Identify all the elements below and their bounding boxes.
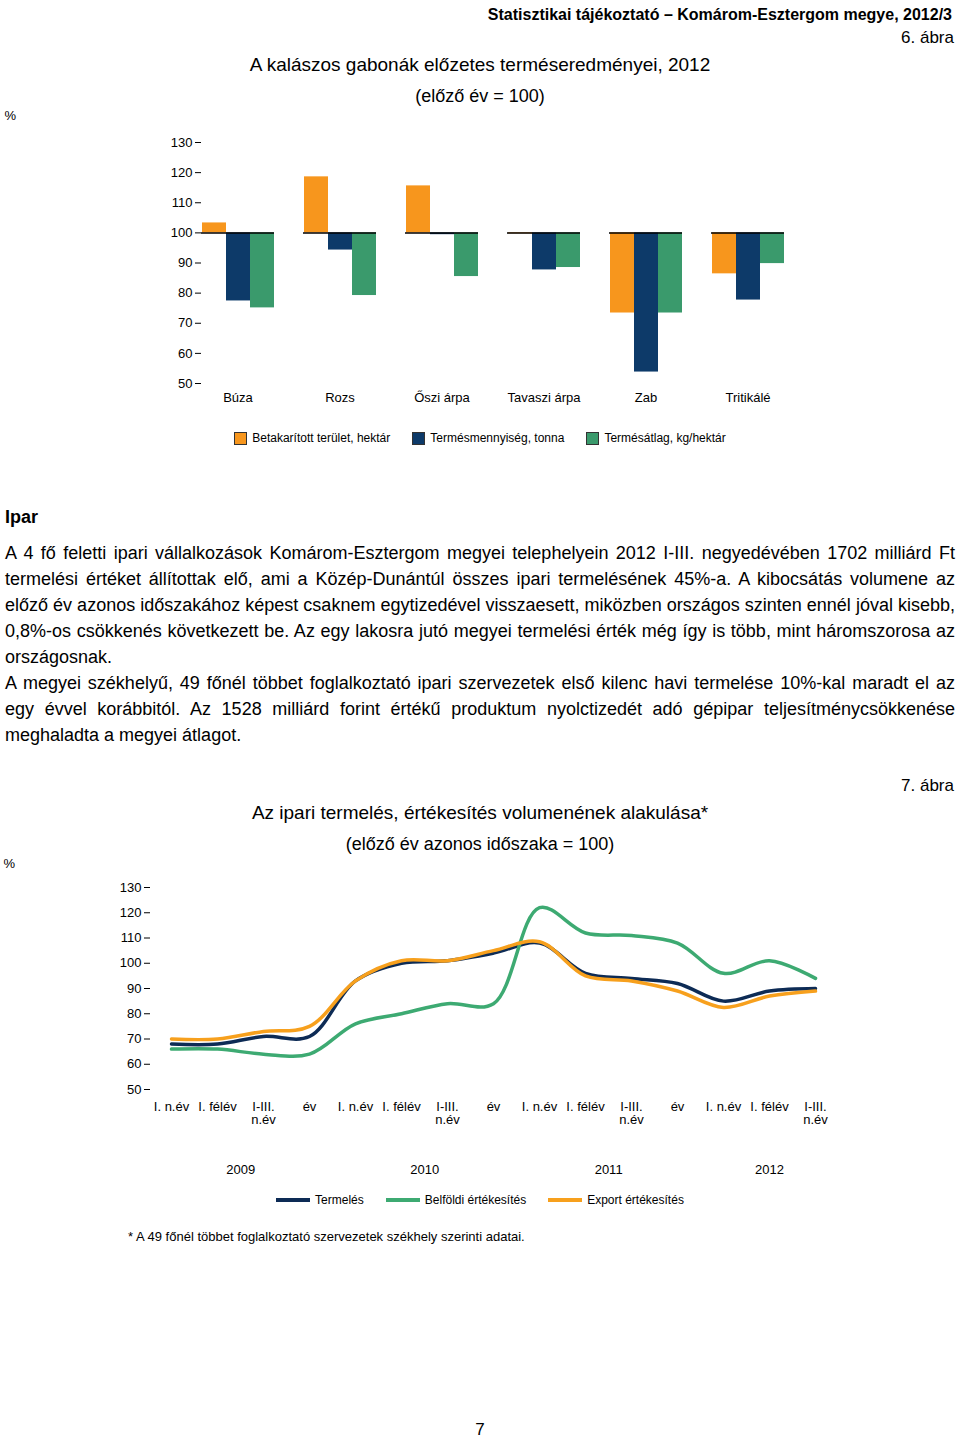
html-text:(előző év azonos időszaka = 10: (előző év azonos időszaka = 100) [345, 834, 615, 854]
svg-text:I. n.év: I. n.év [706, 1099, 742, 1114]
svg-text:I. n.év: I. n.év [154, 1099, 190, 1114]
html-text:Termésmennyiség, tonna: Termésmennyiség, tonna [430, 431, 565, 445]
html-text:A 4 fő feletti ipari vállalkoz: A 4 fő feletti ipari vállalkozások Komár… [5, 543, 955, 667]
html-text:Az ipari termelés, értékesítés: Az ipari termelés, értékesítés volumenén… [251, 802, 709, 823]
svg-text:90: 90 [127, 981, 141, 996]
svg-text:120: 120 [120, 905, 142, 920]
svg-text:110: 110 [121, 930, 142, 945]
svg-text:100: 100 [171, 225, 193, 240]
html-text:A megyei székhelyű, 49 főnél t: A megyei székhelyű, 49 főnél többet fogl… [5, 673, 955, 745]
html-text:7: 7 [475, 1420, 485, 1439]
svg-text:I-III.n.év: I-III.n.év [435, 1099, 460, 1127]
html-text:A kalászos gabonák előzetes te: A kalászos gabonák előzetes terméseredmé… [249, 54, 711, 75]
svg-text:Zab: Zab [635, 390, 657, 405]
svg-text:I. n.év: I. n.év [338, 1099, 374, 1114]
svg-text:50: 50 [127, 1082, 141, 1097]
svg-text:70: 70 [178, 315, 192, 330]
html-text:6. ábra: 6. ábra [901, 28, 954, 47]
svg-text:I. félév: I. félév [566, 1099, 605, 1114]
svg-text:70: 70 [127, 1031, 141, 1046]
html-text:Ipar: Ipar [5, 507, 38, 527]
html-text:Betakarított terület, hektár: Betakarított terület, hektár [252, 431, 391, 445]
svg-text:I. n.év: I. n.év [522, 1099, 558, 1114]
svg-text:Tavaszi árpa: Tavaszi árpa [508, 390, 582, 405]
html-text:Statisztikai tájékoztató – Kom: Statisztikai tájékoztató – Komárom-Eszte… [487, 6, 952, 23]
svg-text:I-III.n.év: I-III.n.év [619, 1099, 644, 1127]
svg-text:50: 50 [178, 376, 192, 391]
svg-text:I-III.n.év: I-III.n.év [803, 1099, 828, 1127]
svg-text:Rozs: Rozs [325, 390, 355, 405]
svg-text:60: 60 [178, 346, 192, 361]
svg-text:év: év [671, 1099, 685, 1114]
svg-text:90: 90 [178, 255, 192, 270]
html-text:Termésátlag, kg/hektár: Termésátlag, kg/hektár [604, 431, 726, 445]
svg-text:130: 130 [171, 135, 193, 150]
svg-text:%: % [4, 856, 16, 871]
svg-text:Búza: Búza [223, 390, 253, 405]
svg-text:I. félév: I. félév [750, 1099, 789, 1114]
svg-text:60: 60 [127, 1056, 141, 1071]
svg-text:2011: 2011 [595, 1162, 623, 1177]
svg-text:Őszi árpa: Őszi árpa [414, 390, 470, 405]
svg-text:Tritikálé: Tritikálé [725, 390, 770, 405]
html-text:7. ábra: 7. ábra [901, 776, 954, 795]
svg-text:I. félév: I. félév [198, 1099, 237, 1114]
svg-text:2010: 2010 [410, 1162, 439, 1177]
svg-text:80: 80 [127, 1006, 141, 1021]
svg-text:%: % [5, 108, 17, 123]
svg-text:I. félév: I. félév [382, 1099, 421, 1114]
svg-text:év: év [487, 1099, 501, 1114]
html-text:(előző év = 100): (előző év = 100) [415, 86, 545, 106]
html-text:Belföldi értékesítés: Belföldi értékesítés [424, 1193, 527, 1207]
svg-text:130: 130 [120, 880, 142, 895]
svg-text:100: 100 [120, 955, 142, 970]
html-text:Termelés: Termelés [315, 1193, 364, 1207]
svg-text:120: 120 [171, 165, 193, 180]
svg-text:I-III.n.év: I-III.n.év [251, 1099, 276, 1127]
html-text:* A 49 főnél többet foglalkozt: * A 49 főnél többet foglalkoztató szerve… [128, 1229, 525, 1244]
svg-text:110: 110 [172, 195, 193, 210]
svg-text:év: év [303, 1099, 317, 1114]
html-text:Export értékesítés: Export értékesítés [587, 1193, 684, 1207]
svg-text:2009: 2009 [226, 1162, 255, 1177]
svg-text:2012: 2012 [755, 1162, 784, 1177]
svg-text:80: 80 [178, 285, 192, 300]
